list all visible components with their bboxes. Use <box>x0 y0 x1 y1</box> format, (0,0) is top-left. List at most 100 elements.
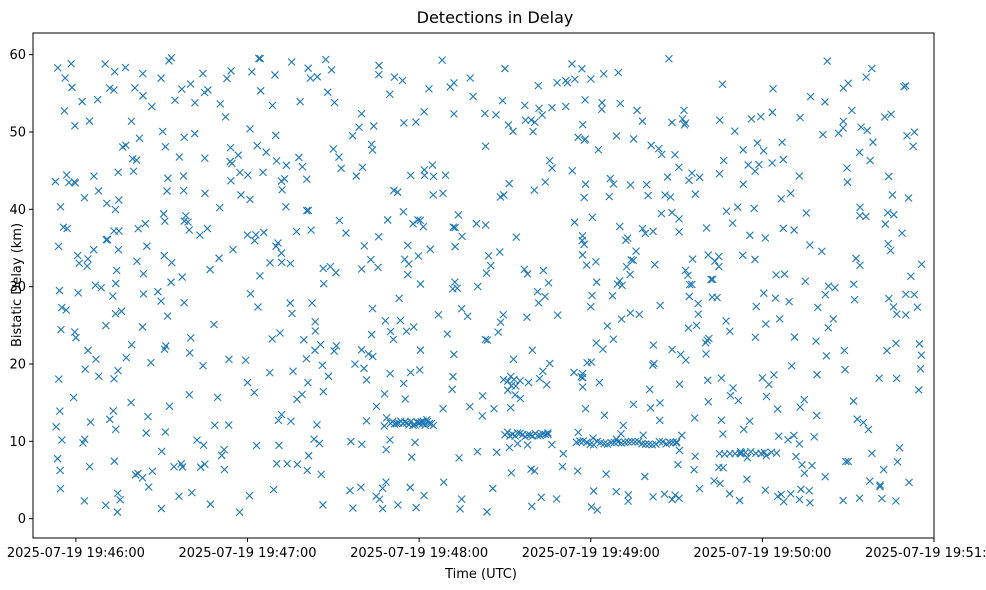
data-point <box>535 104 543 113</box>
data-point <box>796 403 804 411</box>
data-point <box>786 189 795 198</box>
data-point <box>448 385 457 394</box>
data-point <box>797 485 805 494</box>
data-point <box>639 431 648 440</box>
data-point <box>592 339 601 347</box>
data-point <box>645 385 654 394</box>
data-point <box>599 345 607 353</box>
data-point <box>199 441 208 450</box>
data-point <box>717 374 726 382</box>
data-point <box>725 489 734 498</box>
data-point <box>278 185 286 194</box>
data-point <box>429 172 438 181</box>
data-point <box>808 461 816 470</box>
data-point <box>597 105 606 114</box>
x-tick-label: 2025-07-19 19:51:00 <box>865 546 986 561</box>
data-point <box>541 178 550 186</box>
data-point <box>420 107 429 116</box>
data-point <box>612 487 621 496</box>
data-point <box>771 294 780 302</box>
data-point <box>887 110 895 119</box>
data-point <box>296 97 305 106</box>
data-point <box>725 327 734 336</box>
data-point <box>499 191 508 199</box>
data-point <box>593 506 602 514</box>
data-point <box>665 438 674 447</box>
data-point <box>210 421 219 430</box>
data-point <box>646 404 655 412</box>
data-point <box>153 287 162 296</box>
data-point <box>114 366 122 375</box>
data-point <box>866 156 875 165</box>
data-point <box>330 347 339 355</box>
data-point <box>319 279 328 288</box>
data-point <box>800 395 809 404</box>
data-point <box>751 333 760 342</box>
data-point <box>775 314 784 323</box>
data-point <box>114 245 123 254</box>
data-point <box>568 166 577 175</box>
data-point <box>758 374 767 382</box>
data-point <box>411 118 420 126</box>
data-point <box>649 341 658 349</box>
data-point <box>581 180 590 189</box>
data-point <box>184 218 192 226</box>
data-point <box>455 454 463 462</box>
data-point <box>608 291 617 300</box>
data-point <box>768 108 777 117</box>
data-point <box>175 492 183 501</box>
data-point <box>246 124 254 133</box>
data-point <box>191 98 199 107</box>
data-point <box>277 410 286 419</box>
data-point <box>684 324 693 332</box>
data-point <box>200 154 209 163</box>
data-point <box>395 294 404 303</box>
data-point <box>84 346 92 355</box>
data-point <box>111 425 120 434</box>
data-point <box>167 278 175 287</box>
data-point <box>415 366 424 374</box>
data-point <box>548 103 556 112</box>
data-point <box>103 235 112 244</box>
data-point <box>472 219 481 228</box>
y-tick-label: 0 <box>18 512 26 527</box>
data-point <box>121 63 130 72</box>
data-point <box>127 117 136 126</box>
data-point <box>382 413 391 422</box>
data-point <box>545 359 554 368</box>
data-point <box>778 138 786 147</box>
data-point <box>299 335 308 344</box>
data-point <box>450 350 458 359</box>
data-point <box>243 231 252 239</box>
data-point <box>311 317 320 326</box>
data-point <box>196 231 204 240</box>
data-point <box>243 378 252 387</box>
data-point <box>398 76 407 85</box>
data-point <box>675 494 683 503</box>
data-point <box>481 335 490 344</box>
data-point <box>229 245 237 254</box>
data-point <box>54 242 63 251</box>
data-point <box>147 102 156 111</box>
data-point <box>831 283 839 292</box>
data-point <box>132 156 141 165</box>
data-point <box>707 275 715 284</box>
data-point <box>420 165 429 174</box>
data-point <box>910 290 919 299</box>
data-point <box>701 339 710 347</box>
data-point <box>348 504 357 512</box>
data-point <box>675 215 683 223</box>
data-point <box>626 309 635 317</box>
x-tick-label: 2025-07-19 19:49:00 <box>522 546 660 561</box>
data-point <box>56 484 65 493</box>
data-point <box>876 482 884 491</box>
data-point <box>419 222 428 231</box>
data-point <box>129 167 138 176</box>
data-point <box>374 263 382 272</box>
y-tick-label: 40 <box>9 203 26 218</box>
data-point <box>678 431 686 440</box>
data-point <box>685 292 694 301</box>
data-point <box>823 57 832 66</box>
data-point <box>358 163 367 172</box>
data-point <box>268 101 277 110</box>
